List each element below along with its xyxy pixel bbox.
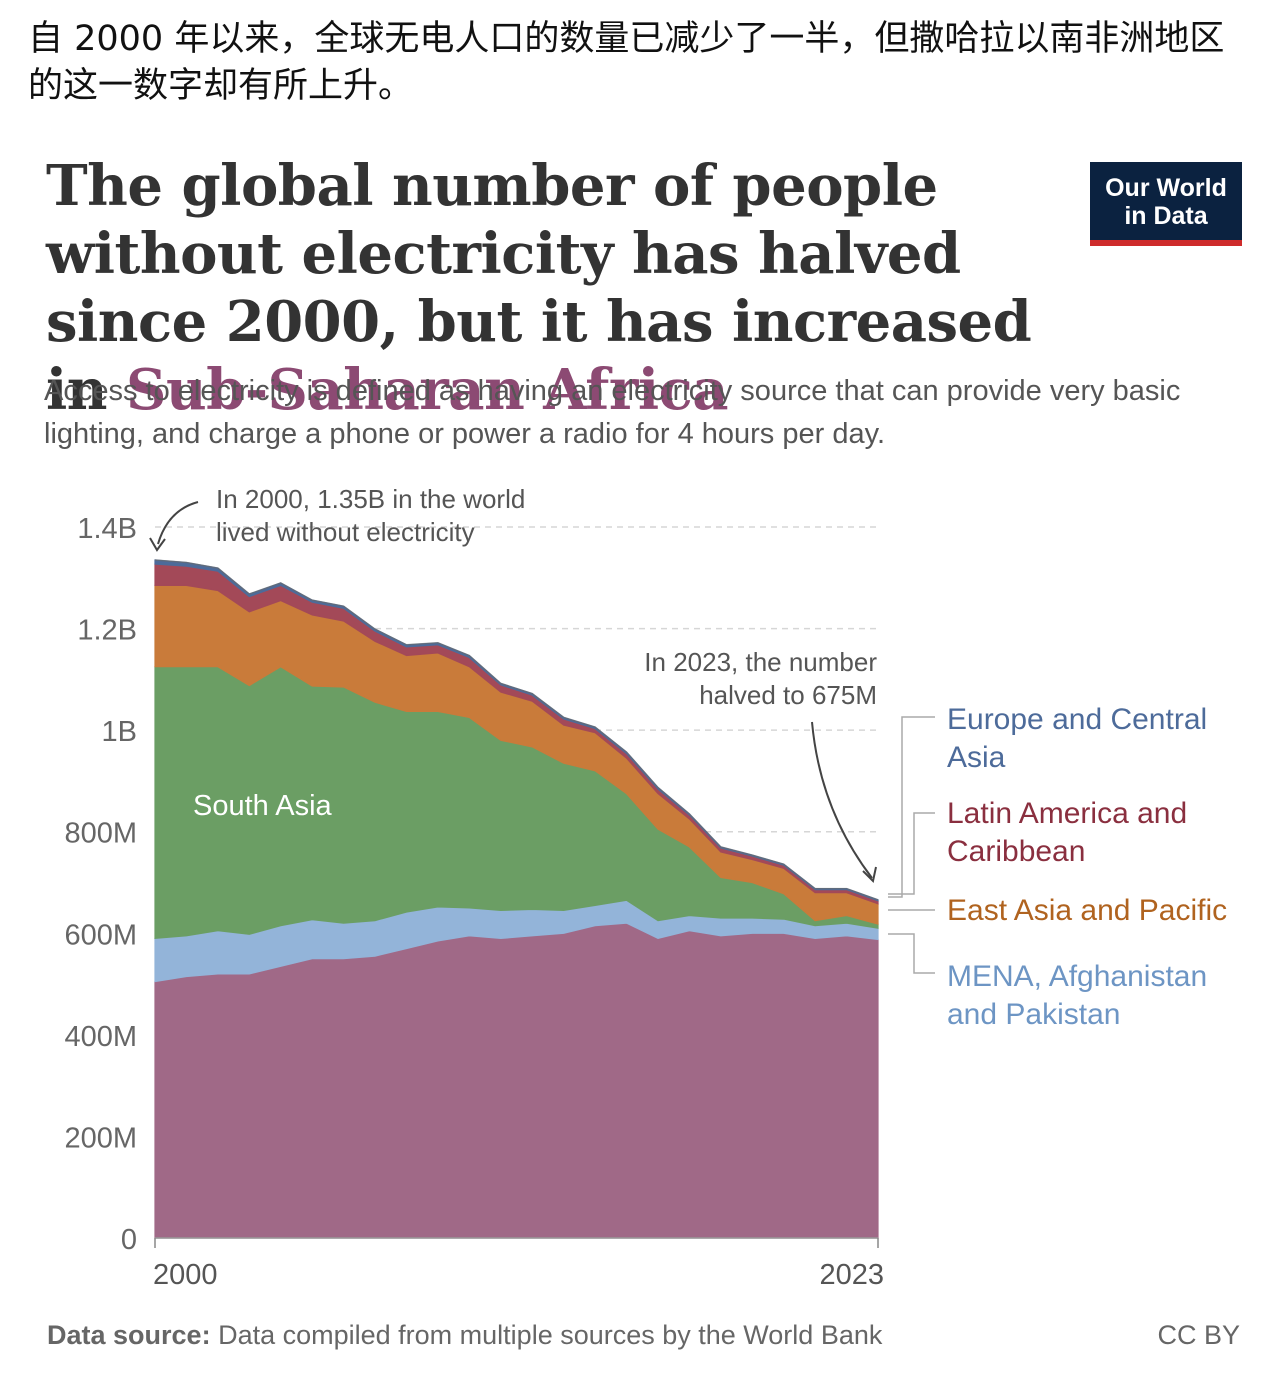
annotation-line: In 2000, 1.35B in the world — [216, 484, 525, 514]
data-source: Data source: Data compiled from multiple… — [47, 1320, 882, 1351]
x-tick-label: 2000 — [153, 1259, 218, 1291]
caption-text: 自 2000 年以来，全球无电人口的数量已减少了一半，但撒哈拉以南非洲地区的这一… — [28, 19, 1225, 106]
series-label: MENA, Afghanistan and Pakistan — [947, 960, 1207, 1031]
series-label-line: Europe and Central — [947, 703, 1207, 736]
series-label: Latin America and Caribbean — [947, 797, 1187, 868]
label-leader-line — [888, 812, 935, 895]
chart-subtitle: Access to electricity is defined as havi… — [44, 375, 1181, 450]
y-tick-label: 800M — [64, 818, 137, 850]
logo-line-1: Our World — [1105, 174, 1227, 202]
area-series — [154, 559, 879, 1239]
total-outline — [154, 559, 879, 901]
y-tick-label: 400M — [64, 1021, 137, 1053]
series-label: East Asia and Pacific — [947, 894, 1227, 927]
y-tick-label: 0 — [121, 1224, 137, 1256]
y-tick-label: 1B — [102, 716, 137, 748]
series-label-line: East Asia and Pacific — [947, 894, 1227, 927]
annotation-arrowhead — [149, 537, 166, 552]
x-axis-ticks: 2000 2023 — [153, 1237, 884, 1291]
annotation-line: In 2023, the number — [644, 647, 877, 677]
data-source-text: Data compiled from multiple sources by t… — [218, 1320, 883, 1350]
annotation-arrow — [157, 501, 199, 545]
annotation-arrowhead — [862, 866, 877, 884]
label-south-asia: South Asia — [193, 790, 333, 822]
y-tick-label: 1.4B — [77, 513, 137, 545]
label-leader-line — [888, 716, 935, 898]
y-tick-label: 1.2B — [77, 615, 137, 647]
x-tick-label: 2023 — [819, 1259, 884, 1291]
series-label-line: MENA, Afghanistan — [947, 960, 1207, 993]
series-label-line: Latin America and — [947, 797, 1187, 830]
chart-title: The global number of people without elec… — [46, 152, 1076, 424]
annotation-line: lived without electricity — [216, 517, 475, 547]
series-label-line: Asia — [947, 741, 1006, 774]
series-label-line: Caribbean — [947, 835, 1085, 868]
logo-line-2: in Data — [1124, 202, 1208, 230]
annotations: In 2000, 1.35B in the world lived without… — [149, 484, 877, 884]
annotation-2000: In 2000, 1.35B in the world lived without… — [216, 484, 525, 547]
title-main: The global number of people without elec… — [46, 153, 1032, 423]
annotation-line: halved to 675M — [699, 680, 877, 710]
data-source-label: Data source: — [47, 1320, 211, 1350]
annotation-2023: In 2023, the number halved to 675M — [644, 647, 877, 710]
license-link[interactable]: CC BY — [1157, 1320, 1240, 1350]
series-labels: South Asia Europe and Central Asia Latin Am… — [193, 703, 1227, 1031]
series-label: Europe and Central Asia — [947, 703, 1207, 774]
title-highlight: Sub-Saharan Africa — [126, 357, 729, 423]
y-tick-label: 600M — [64, 919, 137, 951]
label-leader-line — [888, 933, 935, 974]
owid-logo[interactable]: Our World in Data — [1090, 162, 1242, 246]
y-axis-ticks: 0 200M 400M 600M 800M 1B 1.2B 1.4B — [64, 513, 137, 1256]
annotation-arrow — [811, 721, 873, 879]
stacked-area-chart: 0 200M 400M 600M 800M 1B 1.2B 1.4B 2000 2023 Sou… — [64, 484, 1227, 1291]
series-label-line: and Pakistan — [947, 998, 1120, 1031]
y-tick-label: 200M — [64, 1122, 137, 1154]
